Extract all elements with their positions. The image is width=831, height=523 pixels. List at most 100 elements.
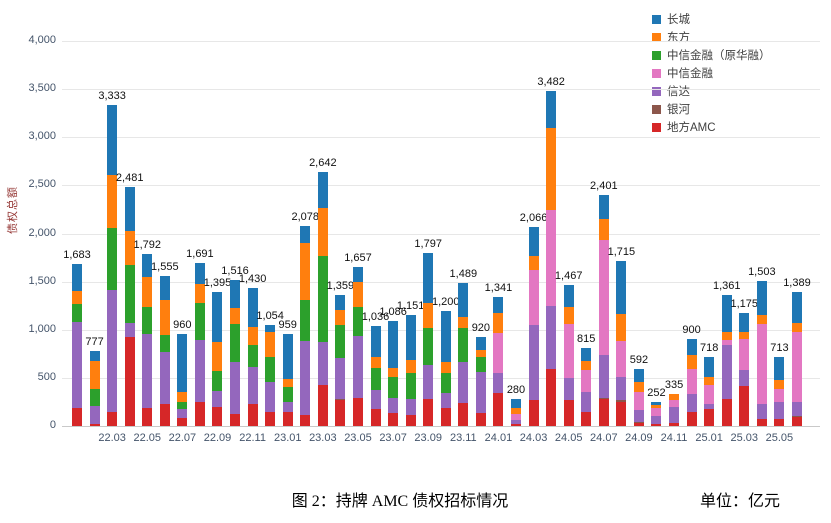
bar-segment-25.05-信达 [774,402,785,419]
bar-segment-23.12-中信金融（原华融） [475,356,486,373]
bar-segment-25.06-中信金融 [791,331,802,403]
bar-total-label-25.01: 718 [699,341,719,354]
y-tick-label: 4,000 [28,34,56,46]
bar-total-label-24.10: 252 [647,386,666,399]
bar-segment-22.10-信达 [230,362,241,415]
bar-segment-22.04-信达 [124,323,135,338]
bar-total-label-22.07: 960 [173,318,192,331]
bar-segment-23.03-中信金融（原华融） [317,255,328,343]
bar-segment-23.11-信达 [458,361,469,404]
bar-segment-24.06-中信金融 [581,370,592,393]
bar-segment-25.05-东方 [774,380,785,389]
legend-item-label: 长城 [667,14,690,26]
bar-segment-24.03-地方AMC [528,400,539,426]
bar-total-label-24.01: 1,341 [484,281,513,294]
bar-segment-23.02-东方 [300,243,311,300]
bar-segment-22.06-中信金融（原华融） [159,334,170,352]
bar-segment-24.04-中信金融 [546,210,557,306]
bar-total-label-22.05: 1,792 [133,238,161,251]
bar-segment-22.08-东方 [194,283,205,304]
x-tick-label-24.09: 24.09 [625,432,653,444]
bar-total-label-24.09: 592 [629,354,649,367]
bar-segment-23.11-中信金融（原华融） [458,328,469,362]
legend: 长城 东方 中信金融（原华融） 中信金融 信达 银河 地方AMC [652,10,771,136]
bar-segment-23.06-东方 [370,356,381,369]
bar-segment-22.08-信达 [194,339,205,402]
bar-segment-25.04-信达 [756,403,767,419]
bar-segment-24.09-长城 [633,369,644,382]
bar-segment-25.05-长城 [774,357,785,381]
y-tick-label: 2,000 [28,226,56,239]
bar-segment-25.06-长城 [791,292,802,324]
bar-segment-23.07-长城 [388,321,399,369]
bar-segment-23.06-地方AMC [370,408,381,426]
bar-total-label-24.08: 1,715 [607,245,636,258]
x-tick-label-22.07: 22.07 [168,432,197,444]
bar-segment-25.05-中信金融 [774,388,785,403]
bar-segment-25.04-东方 [756,315,767,324]
x-tick-label-22.05: 22.05 [133,432,161,444]
bar-segment-23.08-东方 [405,359,416,374]
x-tick-label-25.03: 25.03 [730,432,759,444]
gridline-y-2500 [62,185,820,187]
bar-segment-25.04-中信金融 [756,323,767,404]
bar-segment-22.02-长城 [89,351,100,361]
bar-segment-22.06-地方AMC [159,403,170,426]
bar-segment-22.07-东方 [177,392,188,402]
bar-segment-24.07-长城 [598,194,609,219]
bar-segment-23.12-长城 [475,337,486,351]
bar-segment-24.12-东方 [686,355,697,369]
bar-segment-23.05-信达 [352,336,363,399]
y-tick-label: 1,000 [28,322,56,335]
bar-segment-24.11-信达 [669,406,680,424]
bar-segment-23.08-地方AMC [405,415,416,426]
bar-total-label-22.02: 777 [85,336,104,349]
x-tick-label-23.03: 23.03 [309,432,337,444]
bar-segment-22.09-长城 [212,291,223,342]
bar-total-label-22.08: 1,691 [186,248,214,261]
bar-segment-23.12-东方 [475,350,486,357]
bar-total-label-22.09: 1,395 [203,276,232,289]
bar-total-label-23.10: 1,200 [431,295,460,308]
bar-segment-25.03-长城 [739,312,750,332]
bar-segment-23.07-东方 [388,368,399,377]
bar-segment-24.10-地方AMC [651,424,662,426]
bar-segment-22.04-地方AMC [124,337,135,426]
bar-segment-24.07-地方AMC [598,398,609,426]
bar-total-label-23.08: 1,151 [396,300,425,313]
bar-total-label-24.05: 1,467 [554,269,583,282]
bar-segment-24.08-信达 [616,377,627,401]
bar-segment-24.03-信达 [528,325,539,401]
bar-segment-24.03-长城 [528,227,539,257]
bar-segment-23.02-信达 [300,341,311,416]
bar-segment-23.02-长城 [300,225,311,244]
bar-segment-25.01-长城 [704,356,715,377]
bar-segment-23.12-信达 [475,372,486,413]
bar-total-label-25.06: 1,389 [783,277,811,290]
bar-segment-22.10-中信金融（原华融） [230,323,241,363]
bar-segment-22.04-长城 [124,187,135,231]
bar-segment-23.01-长城 [282,333,293,379]
bar-segment-22.11-长城 [247,288,258,327]
legend-swatch-icon [652,32,661,42]
bar-segment-22.07-信达 [177,408,188,418]
bar-segment-22.09-地方AMC [212,407,223,426]
legend-swatch-icon [652,122,661,132]
bar-segment-25.03-东方 [739,331,750,339]
bar-segment-25.01-中信金融 [704,385,715,404]
x-tick-label-25.01: 25.01 [695,432,723,444]
bar-segment-22.11-信达 [247,367,258,405]
bar-segment-22.05-长城 [142,253,153,277]
bar-segment-23.01-信达 [282,402,293,413]
bar-segment-23.01-中信金融（原华融） [282,387,293,403]
x-tick-label-22.09: 22.09 [203,432,232,444]
bar-segment-22.08-长城 [194,263,205,284]
bar-segment-23.01-地方AMC [282,412,293,426]
gridline-y-3500 [62,89,820,91]
bar-segment-22.12-东方 [265,331,276,358]
bar-total-label-24.11: 335 [664,378,684,391]
bar-segment-24.09-银河 [633,421,644,423]
bar-segment-22.01-中信金融（原华融） [72,303,82,322]
bar-segment-23.10-地方AMC [440,408,451,426]
bar-segment-25.02-长城 [721,295,732,332]
